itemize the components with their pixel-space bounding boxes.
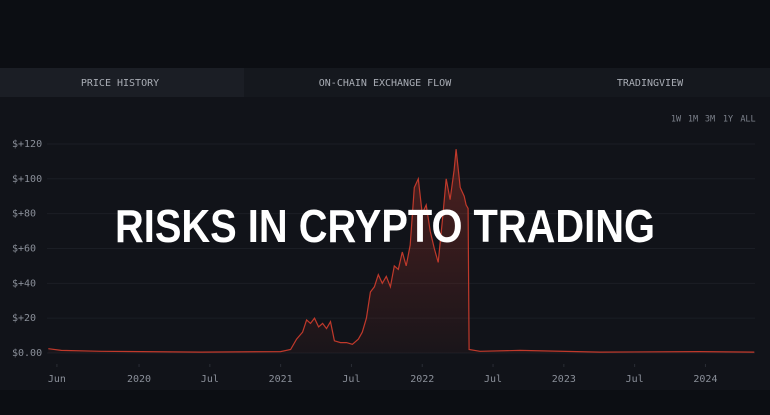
x-tick-label: 2022 xyxy=(410,374,434,385)
tab[interactable]: TRADINGVIEW xyxy=(617,78,684,89)
active-tab-bg xyxy=(0,68,244,97)
x-tick-label: 2024 xyxy=(693,374,717,385)
overlay-title: RISKS IN CRYPTO TRADING xyxy=(115,200,655,252)
range-buttons: 1W 1M 3M 1Y ALL xyxy=(671,115,756,125)
x-tick-label: 2020 xyxy=(127,374,151,385)
x-tick-label: Jul xyxy=(626,374,644,385)
y-tick-label: $0.00 xyxy=(12,348,42,359)
x-tick-label: 2021 xyxy=(269,374,293,385)
range-button[interactable]: 1Y xyxy=(723,115,733,125)
range-button[interactable]: 1W xyxy=(671,115,682,125)
y-tick-label: $+80 xyxy=(12,209,36,220)
x-tick-label: Jul xyxy=(201,374,219,385)
y-tick-label: $+120 xyxy=(12,139,42,150)
tab[interactable]: ON-CHAIN EXCHANGE FLOW xyxy=(319,78,452,89)
range-button[interactable]: ALL xyxy=(740,115,755,125)
y-tick-label: $+20 xyxy=(12,313,36,324)
price-line xyxy=(48,149,755,353)
y-tick-label: $+100 xyxy=(12,174,42,185)
y-tick-label: $+60 xyxy=(12,243,36,254)
tabs: PRICE HISTORY ON-CHAIN EXCHANGE FLOW TRADI… xyxy=(81,78,684,89)
range-button[interactable]: 3M xyxy=(705,115,715,125)
range-button[interactable]: 1M xyxy=(688,115,698,125)
x-tick-label: Jul xyxy=(484,374,502,385)
x-tick-label: Jul xyxy=(342,374,360,385)
x-tick-label: Jun xyxy=(48,374,66,385)
plot: $0.00 $+20 $+40 $+60 $+80 $+100 $+120 Jun 2020 Ju… xyxy=(12,139,755,385)
x-tick-label: 2023 xyxy=(552,374,576,385)
tab[interactable]: PRICE HISTORY xyxy=(81,78,159,89)
price-area xyxy=(48,149,755,354)
y-tick-label: $+40 xyxy=(12,278,36,289)
